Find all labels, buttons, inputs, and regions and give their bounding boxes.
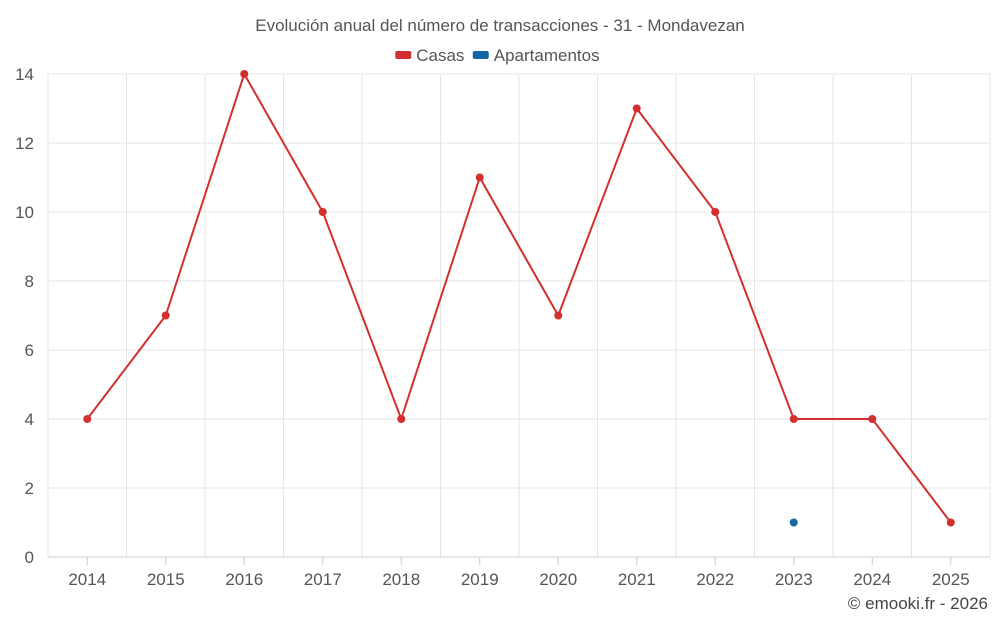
x-tick-label: 2023 xyxy=(775,570,813,589)
data-point-casas xyxy=(318,208,327,216)
y-tick-label: 8 xyxy=(25,272,34,291)
axes: 0 2 4 6 8 10 12 14 2014 2015 2016 2017 2018 2019 2020 2… xyxy=(15,65,990,589)
data-point-casas xyxy=(946,518,955,527)
y-tick-label: 10 xyxy=(15,203,34,222)
y-tick-label: 6 xyxy=(25,341,34,360)
x-tick-label: 2015 xyxy=(147,570,185,589)
x-tick-label: 2017 xyxy=(304,570,342,589)
data-point-casas xyxy=(711,208,720,216)
credit-text: © emooki.fr - 2026 xyxy=(848,594,988,613)
y-tick-label: 14 xyxy=(15,65,34,84)
x-tick-label: 2016 xyxy=(225,570,263,589)
legend-swatch-casas xyxy=(395,51,412,59)
data-point-casas xyxy=(83,415,92,423)
y-tick-label: 2 xyxy=(25,479,34,498)
chart-title: Evolución anual del número de transaccio… xyxy=(255,16,745,35)
series-line-casas xyxy=(86,73,952,524)
legend-swatch-apartamentos xyxy=(472,51,489,59)
data-point-casas xyxy=(240,70,249,78)
data-point-casas xyxy=(161,311,170,320)
legend-label-casas: Casas xyxy=(416,46,464,65)
data-point-casas xyxy=(868,415,877,423)
x-tick-label: 2020 xyxy=(539,570,577,589)
x-tick-label: 2021 xyxy=(618,570,656,589)
x-tick-label: 2019 xyxy=(461,570,499,589)
x-tick-label: 2014 xyxy=(68,570,106,589)
data-point-apartamentos xyxy=(789,518,798,527)
x-tick-label: 2025 xyxy=(932,570,970,589)
data-point-casas xyxy=(789,415,798,423)
series-layer xyxy=(83,70,955,527)
data-point-casas xyxy=(554,311,563,320)
x-tick-label: 2022 xyxy=(696,570,734,589)
data-point-casas xyxy=(632,104,641,113)
legend: Casas Apartamentos xyxy=(395,46,600,65)
y-tick-label: 12 xyxy=(15,134,34,153)
y-tick-label: 0 xyxy=(25,548,34,567)
x-tick-label: 2018 xyxy=(382,570,420,589)
grid xyxy=(47,73,991,557)
data-point-casas xyxy=(475,173,484,182)
x-tick-label: 2024 xyxy=(853,570,891,589)
legend-label-apartamentos: Apartamentos xyxy=(494,46,600,65)
data-point-casas xyxy=(397,415,406,423)
y-tick-label: 4 xyxy=(25,410,34,429)
